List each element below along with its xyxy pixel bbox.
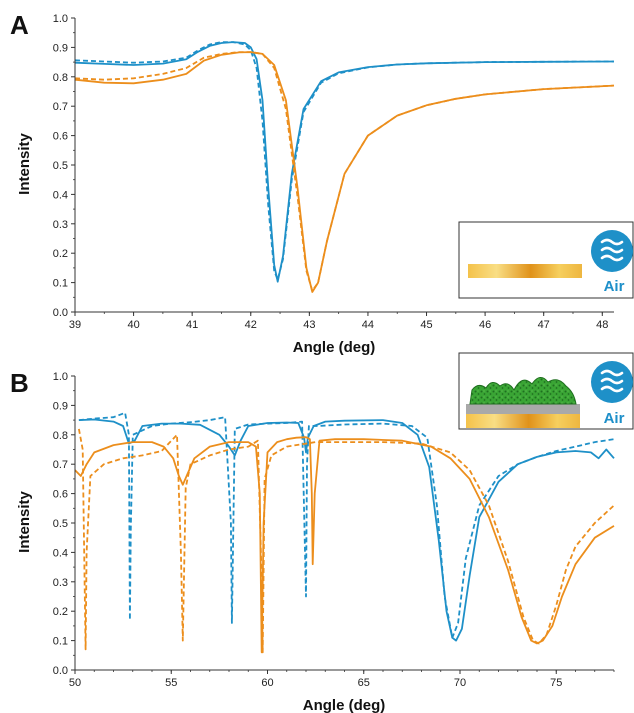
panel-a-series-orange-solid <box>74 51 615 293</box>
panel-a-y-tick-label: 0.3 <box>53 219 68 231</box>
panel-a-x-tick-label: 45 <box>420 319 432 331</box>
panel-b-y-tick-label: 0.9 <box>53 400 68 412</box>
panel-a-x-tick-label: 42 <box>245 319 257 331</box>
panel-letter-a: A <box>10 10 29 40</box>
panel-b-y-tick-label: 0.7 <box>53 459 68 471</box>
panel-b-series-blue-dashed <box>78 411 615 639</box>
panel-a-y-tick-label: 0.5 <box>53 160 68 172</box>
panel-a-y-tick-label: 0.0 <box>53 307 68 319</box>
panel-a-axes <box>74 18 614 313</box>
panel-a-y-tick-label: 1.0 <box>53 13 68 25</box>
panel-a-xlabel: Angle (deg) <box>293 339 376 356</box>
panel-b-ylabel: Intensity <box>16 491 33 553</box>
metal-layer-icon <box>466 404 580 414</box>
panel-a-y-tick-label: 0.1 <box>53 278 68 290</box>
panel-b-series-blue-solid <box>78 418 615 642</box>
panel-b-axes <box>74 376 614 671</box>
panel-a-y-tick-label: 0.6 <box>53 131 68 143</box>
panel-a-x-tick-label: 40 <box>127 319 139 331</box>
panel-a-series <box>74 41 615 293</box>
panel-a-x-tick-label: 44 <box>362 319 374 331</box>
panel-b-y-tick-label: 0.6 <box>53 489 68 501</box>
panel-b-x-tick-label: 50 <box>69 677 81 689</box>
cell-layer-icon <box>469 377 577 405</box>
panel-a-ylabel: Intensity <box>16 133 33 195</box>
panel-a: A 39 40 41 42 43 44 45 46 47 48 0.0 0.1 0.2 0.3 0.4 0.5… <box>10 10 634 356</box>
panel-b-series-orange-solid <box>74 436 615 654</box>
panel-b-y-tick-label: 0.4 <box>53 547 68 559</box>
panel-a-y-tick-label: 0.7 <box>53 101 68 113</box>
panel-b-x-tick-label: 55 <box>165 677 177 689</box>
panel-a-y-tick-label: 0.4 <box>53 189 68 201</box>
panel-a-series-orange-dashed <box>74 51 615 292</box>
panel-a-series-blue-solid <box>74 41 615 283</box>
panel-b-xlabel: Angle (deg) <box>303 697 386 713</box>
air-waves-icon <box>591 361 633 403</box>
panel-b-x-tick-label: 75 <box>550 677 562 689</box>
panel-a-x-tick-label: 39 <box>69 319 81 331</box>
panel-b-x-tick-label: 60 <box>261 677 273 689</box>
air-waves-icon <box>591 230 633 272</box>
panel-a-inset: Air <box>458 221 634 299</box>
panel-a-ticks: 39 40 41 42 43 44 45 46 47 48 0.0 0.1 0.2 0.3 0.4 0.5 0.… <box>53 13 609 331</box>
panel-a-y-tick-label: 0.2 <box>53 248 68 260</box>
panel-b-ticks: 50 55 60 65 70 75 0.0 0.1 0.2 0.3 0.4 0.5 0.6 0.7 0.8 0… <box>53 371 615 689</box>
gold-film-icon <box>466 414 580 428</box>
gold-film-icon <box>468 264 582 278</box>
panel-b-series <box>74 411 615 654</box>
panel-b-x-tick-label: 70 <box>454 677 466 689</box>
panel-b-y-tick-label: 0.3 <box>53 577 68 589</box>
panel-a-y-tick-label: 0.8 <box>53 72 68 84</box>
panel-b-y-tick-label: 0.0 <box>53 665 68 677</box>
panel-b-series-orange-dashed <box>78 428 615 654</box>
panel-b-y-tick-label: 1.0 <box>53 371 68 383</box>
panel-a-inset-label: Air <box>604 278 625 295</box>
panel-b-x-tick-label: 65 <box>358 677 370 689</box>
panel-a-x-tick-label: 47 <box>538 319 550 331</box>
panel-b-y-tick-label: 0.8 <box>53 430 68 442</box>
panel-letter-b: B <box>10 368 29 398</box>
panel-b: B 50 55 60 65 70 75 0.0 0.1 0.2 0.3 0.4 0.5 0.6 0.7 0.… <box>10 352 634 713</box>
panel-b-y-tick-label: 0.2 <box>53 606 68 618</box>
panel-b-inset-label: Air <box>604 410 625 427</box>
panel-a-x-tick-label: 46 <box>479 319 491 331</box>
panel-b-inset: Air <box>458 352 634 430</box>
panel-a-x-tick-label: 41 <box>186 319 198 331</box>
panel-a-x-tick-label: 43 <box>303 319 315 331</box>
panel-b-y-tick-label: 0.5 <box>53 518 68 530</box>
panel-a-x-tick-label: 48 <box>596 319 608 331</box>
panel-a-y-tick-label: 0.9 <box>53 42 68 54</box>
panel-b-y-tick-label: 0.1 <box>53 636 68 648</box>
panel-a-series-blue-dashed <box>74 41 615 281</box>
